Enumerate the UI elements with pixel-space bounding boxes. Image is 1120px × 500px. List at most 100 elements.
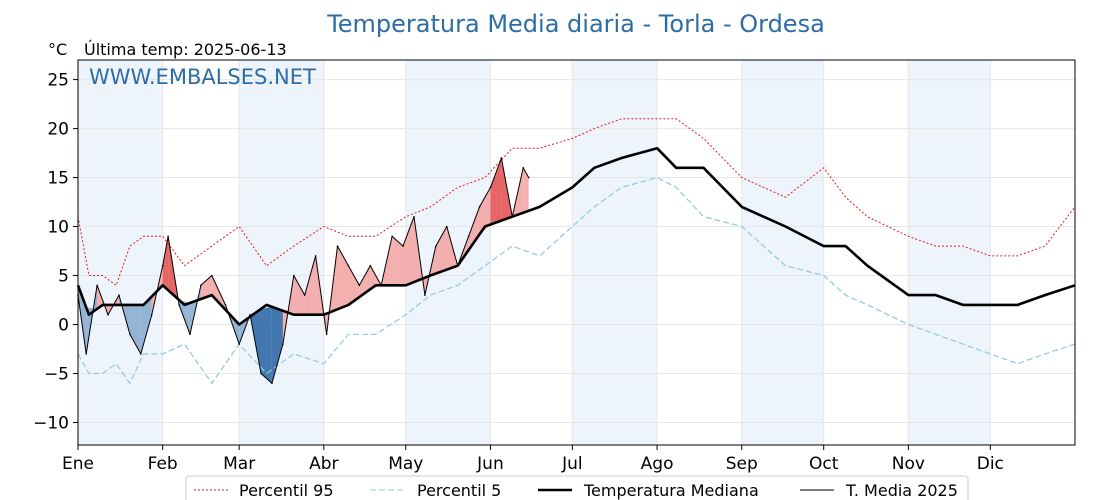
anomaly-above-fill bbox=[337, 246, 349, 310]
anomaly-below-fill bbox=[261, 306, 272, 384]
data-point-t-media-2025 bbox=[129, 333, 131, 336]
anomaly-above-fill bbox=[348, 265, 360, 305]
watermark: WWW.EMBALSES.NET bbox=[89, 65, 316, 89]
y-tick-label: −5 bbox=[44, 364, 69, 384]
anomaly-above-fill bbox=[211, 275, 226, 310]
anomaly-below-fill bbox=[129, 304, 141, 354]
data-point-t-media-2025 bbox=[314, 255, 317, 257]
anomaly-above-fill bbox=[162, 236, 169, 291]
data-point-t-media-2025 bbox=[292, 274, 295, 277]
anomaly-above-fill bbox=[523, 167, 529, 213]
month-band-jul bbox=[572, 60, 658, 445]
x-tick-label: Jul bbox=[561, 454, 583, 474]
data-point-t-media-2025 bbox=[522, 166, 525, 169]
anomaly-above-fill bbox=[293, 275, 305, 315]
anomaly-above-fill bbox=[392, 236, 403, 286]
anomaly-above-fill bbox=[490, 158, 502, 225]
data-point-t-media-2025 bbox=[445, 225, 448, 228]
y-axis: 25 20 15 10 5 0 −5 −10 bbox=[33, 71, 78, 433]
month-band-mar bbox=[239, 60, 324, 445]
x-tick-label: Feb bbox=[148, 454, 178, 474]
x-tick-label: Oct bbox=[809, 454, 839, 474]
series-line-percentil-5 bbox=[77, 176, 1076, 385]
anomaly-above-fill bbox=[403, 216, 414, 286]
data-point-t-media-2025 bbox=[380, 284, 382, 287]
data-point-t-media-2025 bbox=[336, 245, 339, 247]
anomaly-above-fill bbox=[435, 226, 447, 274]
y-tick-label: 20 bbox=[47, 120, 69, 140]
y-tick-label: 5 bbox=[58, 267, 69, 287]
anomaly-below-fill bbox=[271, 306, 283, 384]
data-point-t-media-2025 bbox=[260, 372, 262, 375]
x-tick-label: Abr bbox=[309, 454, 338, 474]
x-tick-label: Mar bbox=[223, 454, 255, 474]
x-axis: Ene Feb Mar Abr May Jun Jul Ago Sep Oct Nov Dic bbox=[62, 445, 1004, 474]
data-point-t-media-2025 bbox=[96, 284, 98, 287]
y-tick-label: 25 bbox=[47, 71, 69, 91]
data-point-t-media-2025 bbox=[527, 176, 530, 179]
y-tick-label: 15 bbox=[47, 169, 69, 189]
data-point-t-media-2025 bbox=[478, 206, 481, 208]
data-point-t-media-2025 bbox=[489, 186, 492, 189]
data-point-t-media-2025 bbox=[249, 313, 251, 316]
month-band-ene bbox=[78, 60, 163, 445]
anomaly-above-fill bbox=[200, 275, 212, 299]
data-point-t-media-2025 bbox=[161, 264, 164, 267]
data-point-t-media-2025 bbox=[303, 294, 306, 296]
data-point-t-media-2025 bbox=[167, 235, 169, 238]
data-point-t-media-2025 bbox=[467, 235, 470, 238]
data-point-t-media-2025 bbox=[402, 245, 404, 247]
data-point-t-media-2025 bbox=[325, 333, 328, 336]
unit-label: °C bbox=[48, 40, 67, 59]
series-lines bbox=[76, 118, 1076, 385]
data-point-t-media-2025 bbox=[200, 284, 202, 287]
data-point-t-media-2025 bbox=[511, 215, 514, 218]
data-point-t-media-2025 bbox=[178, 304, 180, 306]
legend-label-p5: Percentil 5 bbox=[417, 481, 501, 500]
series-line-percentil-95 bbox=[77, 118, 1076, 287]
legend-box bbox=[185, 475, 969, 500]
data-point-t-media-2025 bbox=[150, 313, 153, 316]
legend-label-p95: Percentil 95 bbox=[239, 481, 334, 500]
x-tick-label: Nov bbox=[892, 454, 925, 474]
month-band-sep bbox=[741, 60, 824, 445]
data-point-t-media-2025 bbox=[189, 333, 191, 336]
anomaly-above-fill bbox=[468, 206, 480, 251]
chart-title: Temperatura Media diaria - Torla - Ordes… bbox=[326, 10, 825, 38]
data-point-t-media-2025 bbox=[424, 294, 426, 296]
x-tick-label: Ene bbox=[62, 454, 94, 474]
legend-label-median: Temperatura Mediana bbox=[583, 481, 759, 500]
data-point-t-media-2025 bbox=[358, 284, 361, 287]
anomaly-below-fill bbox=[140, 296, 152, 354]
anomaly-above-fill bbox=[359, 265, 371, 298]
x-tick-label: Ago bbox=[641, 454, 674, 474]
data-point-t-media-2025 bbox=[369, 264, 372, 267]
series-line-temperatura-mediana bbox=[76, 146, 1076, 326]
legend-label-current: T. Media 2025 bbox=[845, 481, 958, 500]
month-bands bbox=[78, 60, 991, 445]
x-tick-label: May bbox=[388, 454, 423, 474]
data-point-t-media-2025 bbox=[456, 264, 459, 267]
y-tick-label: 10 bbox=[47, 218, 69, 238]
anomaly-above-fill bbox=[304, 255, 316, 315]
data-point-t-media-2025 bbox=[140, 353, 142, 355]
data-point-t-media-2025 bbox=[413, 215, 415, 218]
data-point-t-media-2025 bbox=[238, 343, 240, 345]
data-point-t-media-2025 bbox=[118, 294, 120, 296]
data-point-t-media-2025 bbox=[435, 245, 437, 247]
plot-frame bbox=[77, 59, 1076, 446]
month-band-nov bbox=[908, 60, 991, 445]
data-point-t-media-2025 bbox=[500, 157, 503, 159]
data-point-t-media-2025 bbox=[391, 235, 393, 238]
x-tick-label: Jun bbox=[476, 454, 504, 474]
legend: Percentil 95 Percentil 5 Temperatura Med… bbox=[185, 475, 969, 500]
data-point-t-media-2025 bbox=[85, 353, 87, 355]
y-tick-label: −10 bbox=[33, 413, 69, 433]
data-point-t-media-2025 bbox=[211, 274, 213, 277]
data-point-t-media-2025 bbox=[224, 304, 227, 306]
y-tick-label: 0 bbox=[58, 316, 69, 336]
anomaly-above-fill bbox=[479, 187, 491, 235]
x-tick-label: Sep bbox=[726, 454, 758, 474]
data-point-t-media-2025 bbox=[347, 264, 350, 267]
x-tick-label: Dic bbox=[977, 454, 1004, 474]
